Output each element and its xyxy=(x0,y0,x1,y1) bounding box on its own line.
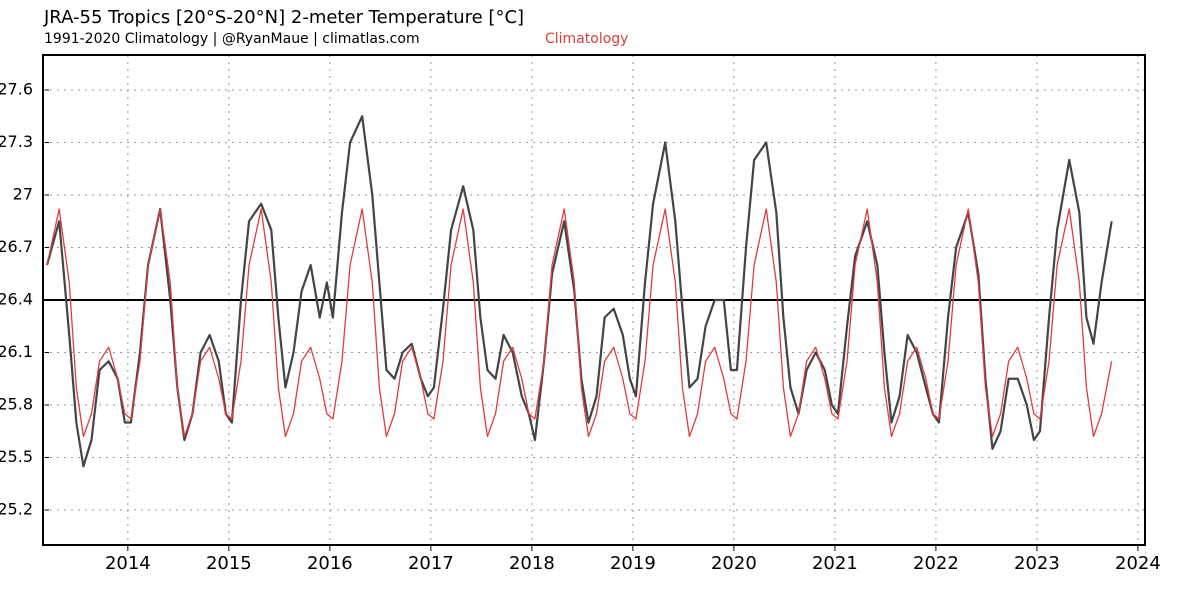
x-tick-label: 2017 xyxy=(408,553,454,574)
x-tick-label: 2014 xyxy=(105,553,151,574)
chart-subtitle: 1991-2020 Climatology | @RyanMaue | clim… xyxy=(44,31,420,47)
y-tick-label: 26.7 xyxy=(0,237,33,256)
x-tick-label: 2023 xyxy=(1014,553,1060,574)
x-tick-label: 2020 xyxy=(711,553,757,574)
y-tick-label: 25.5 xyxy=(0,447,33,466)
plot-frame xyxy=(42,54,1146,546)
x-tick-label: 2016 xyxy=(307,553,353,574)
x-tick-label: 2019 xyxy=(610,553,656,574)
y-tick-label: 25.2 xyxy=(0,500,33,519)
y-tick-label: 27.6 xyxy=(0,80,33,99)
legend-entry: Climatology xyxy=(545,31,628,47)
x-tick-label: 2021 xyxy=(812,553,858,574)
y-tick-label: 27 xyxy=(13,185,33,204)
y-tick-label: 26.4 xyxy=(0,290,33,309)
x-tick-label: 2022 xyxy=(913,553,959,574)
x-tick-label: 2015 xyxy=(206,553,252,574)
y-tick-label: 25.8 xyxy=(0,395,33,414)
x-tick-label: 2018 xyxy=(509,553,555,574)
y-tick-label: 27.3 xyxy=(0,132,33,151)
chart-title: JRA-55 Tropics [20°S-20°N] 2-meter Tempe… xyxy=(43,7,524,28)
series-line xyxy=(46,208,1113,438)
series-line xyxy=(45,115,1113,468)
y-tick-label: 26.1 xyxy=(0,342,33,361)
x-tick-label: 2024 xyxy=(1115,553,1161,574)
